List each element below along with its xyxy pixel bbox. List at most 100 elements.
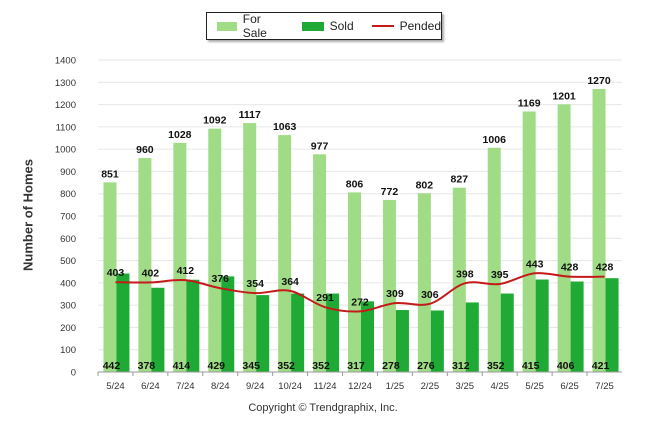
x-tick-label: 2/25 <box>421 381 440 392</box>
sold-bar <box>535 279 549 372</box>
y-tick-label: 500 <box>60 256 76 267</box>
for-sale-swatch <box>217 21 237 31</box>
for-sale-data-label: 851 <box>101 168 119 180</box>
sold-bar <box>326 293 340 372</box>
sold-data-label: 345 <box>242 360 260 372</box>
y-tick-label: 1100 <box>56 122 76 133</box>
for-sale-data-label: 1063 <box>273 121 297 133</box>
y-axis-title: Number of Homes <box>20 159 36 271</box>
pended-data-label: 291 <box>316 292 334 304</box>
data-labels: 851 442 960 378 1028 414 1092 429 1117 345 1063 352… <box>101 75 613 372</box>
for-sale-bar <box>243 123 257 372</box>
sold-data-label: 442 <box>103 360 121 372</box>
sold-data-label: 352 <box>487 360 505 372</box>
for-sale-data-label: 1028 <box>168 129 192 141</box>
x-tick-label: 3/25 <box>456 381 475 392</box>
pended-data-label: 428 <box>596 262 614 274</box>
sold-data-label: 378 <box>138 360 156 372</box>
sold-bar <box>395 310 409 372</box>
for-sale-bar <box>313 154 327 372</box>
for-sale-bar <box>487 147 501 372</box>
pended-data-label: 364 <box>281 276 299 288</box>
y-tick-label: 300 <box>60 301 76 312</box>
sold-bar <box>465 302 479 372</box>
pended-data-label: 306 <box>421 289 439 301</box>
sold-data-label: 352 <box>312 360 330 372</box>
x-tick-label: 4/25 <box>490 381 509 392</box>
legend: For Sale Sold Pended <box>206 12 442 40</box>
y-tick-label: 0 <box>71 368 76 379</box>
pended-data-label: 403 <box>107 267 125 279</box>
legend-item-pended: Pended <box>371 19 441 33</box>
for-sale-data-label: 827 <box>451 174 469 186</box>
pended-data-label: 272 <box>351 296 369 308</box>
for-sale-bar <box>452 187 466 372</box>
x-tick-label: 6/25 <box>560 381 579 392</box>
sold-bar <box>116 273 130 372</box>
bars <box>103 88 619 372</box>
for-sale-data-label: 1270 <box>587 75 611 87</box>
pended-line <box>115 272 605 313</box>
for-sale-data-label: 806 <box>346 178 364 190</box>
x-tick-label: 5/24 <box>106 381 125 392</box>
pended-data-label: 398 <box>456 268 474 280</box>
sold-data-label: 414 <box>173 360 191 372</box>
y-tick-label: 1300 <box>55 78 76 89</box>
for-sale-bar <box>103 182 117 372</box>
sold-bar <box>186 279 200 372</box>
x-tick-label: 12/24 <box>348 381 372 392</box>
sold-bar <box>256 295 270 372</box>
legend-item-for-sale: For Sale <box>217 12 284 40</box>
sold-data-label: 415 <box>522 360 540 372</box>
for-sale-bar <box>557 104 571 372</box>
for-sale-bar <box>522 111 536 372</box>
pended-line-path <box>115 272 605 313</box>
y-tick-label: 800 <box>60 189 76 200</box>
sold-data-label: 421 <box>592 360 610 372</box>
for-sale-data-label: 1092 <box>203 115 227 127</box>
x-tick-label: 11/24 <box>314 381 337 392</box>
y-tick-label: 1400 <box>55 56 76 67</box>
pended-data-label: 354 <box>246 278 264 290</box>
x-tick-label: 1/25 <box>386 381 405 392</box>
for-sale-data-label: 1117 <box>239 109 261 121</box>
x-tick-label: 10/24 <box>278 381 302 392</box>
sold-data-label: 312 <box>452 360 470 372</box>
sold-bar <box>361 301 374 372</box>
pended-data-label: 412 <box>177 265 195 277</box>
sold-bar <box>221 276 235 372</box>
legend-label-pended: Pended <box>399 19 441 33</box>
legend-item-sold: Sold <box>301 19 354 33</box>
pended-data-label: 309 <box>386 288 404 300</box>
y-tick-label: 1000 <box>55 145 76 156</box>
sold-data-label: 317 <box>347 360 365 372</box>
sold-swatch <box>301 21 324 31</box>
copyright-text: Copyright © Trendgraphix, Inc. <box>248 402 398 414</box>
y-tick-label: 900 <box>60 167 76 178</box>
pended-data-label: 402 <box>142 267 160 279</box>
sold-bar <box>291 293 305 372</box>
x-tick-label: 7/25 <box>595 381 614 392</box>
sold-data-label: 352 <box>277 360 295 372</box>
y-tick-label: 400 <box>60 278 76 289</box>
for-sale-data-label: 1201 <box>552 90 576 102</box>
for-sale-bar <box>592 88 606 372</box>
for-sale-bar <box>208 128 222 372</box>
for-sale-data-label: 960 <box>136 144 154 156</box>
pended-data-label: 443 <box>526 258 544 270</box>
sold-data-label: 406 <box>557 360 575 372</box>
x-tick-label: 7/24 <box>176 381 195 392</box>
pended-data-label: 376 <box>212 273 230 285</box>
x-tick-label: 8/24 <box>211 381 230 392</box>
sold-data-label: 276 <box>417 360 435 372</box>
sold-data-label: 429 <box>208 360 226 372</box>
sold-bar <box>570 281 584 372</box>
pended-data-label: 395 <box>491 269 509 281</box>
sold-bar <box>151 287 165 372</box>
y-tick-label: 100 <box>60 345 76 356</box>
y-tick-label: 700 <box>60 212 76 223</box>
for-sale-data-label: 802 <box>416 179 434 191</box>
sold-bar <box>500 293 514 372</box>
pended-data-label: 428 <box>561 262 579 274</box>
